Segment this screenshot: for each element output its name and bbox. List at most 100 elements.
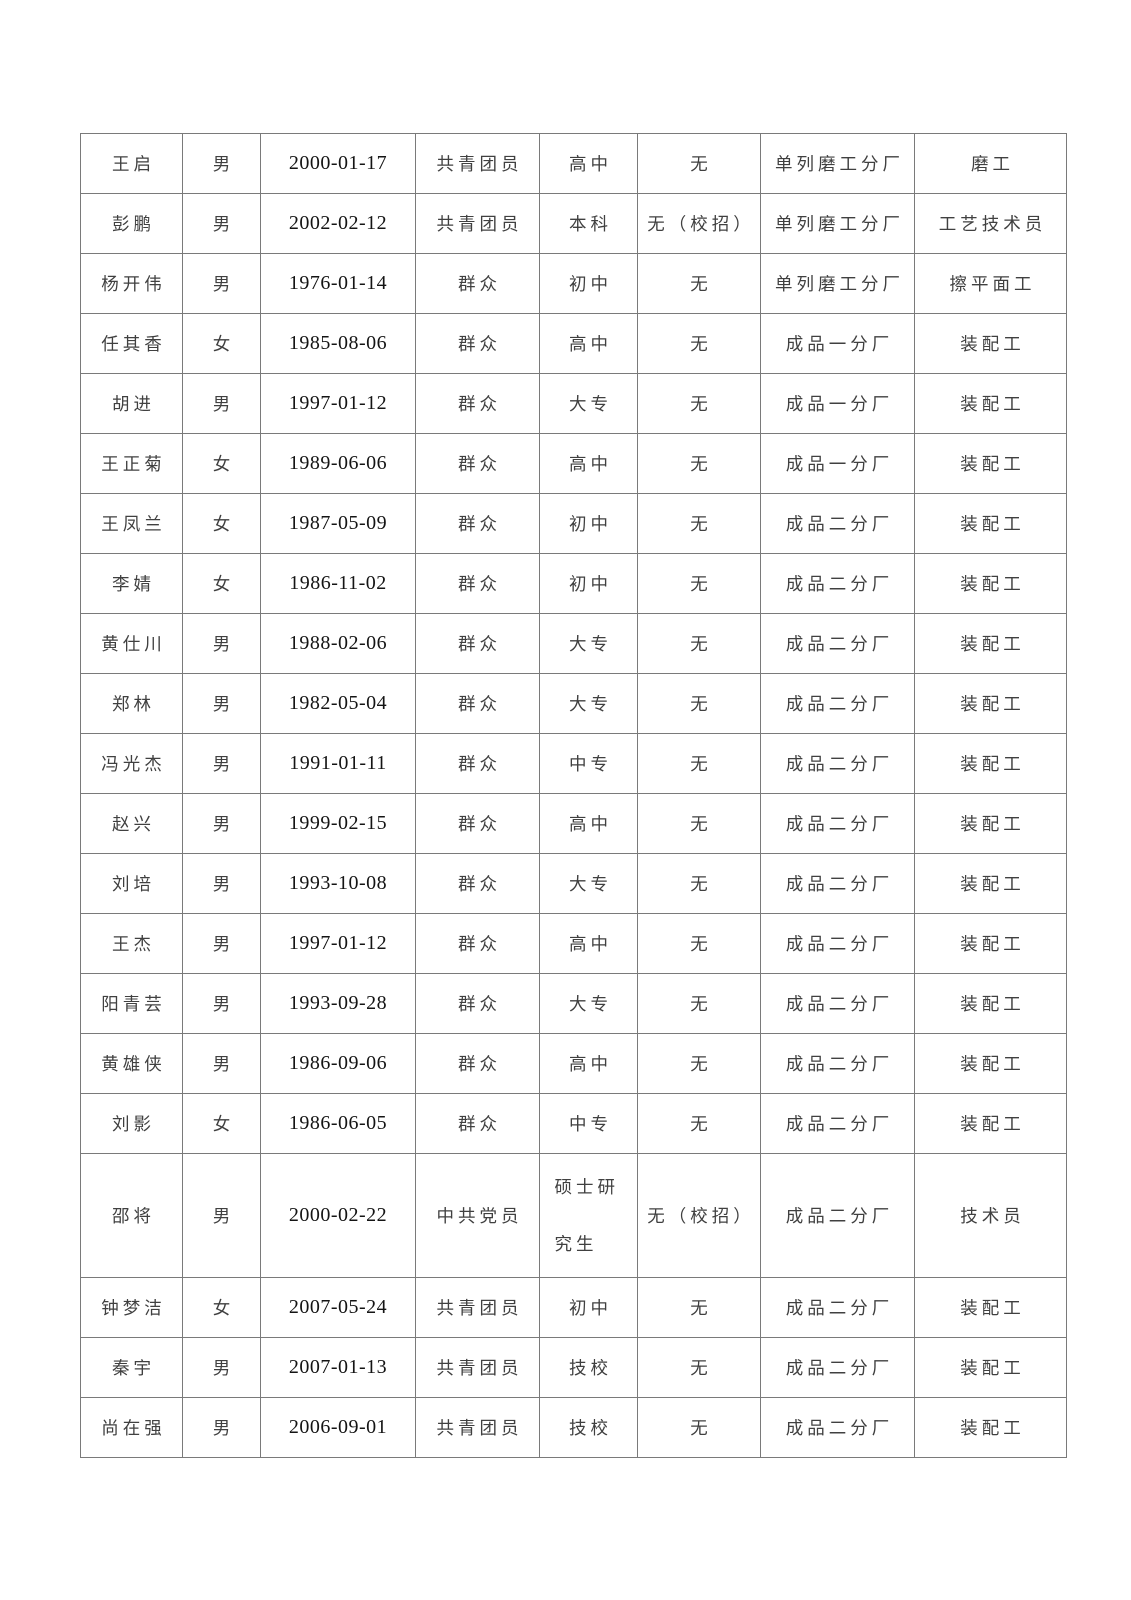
education-wrapped-text: 硕士研究生 <box>554 1176 619 1254</box>
cell-position: 装配工 <box>914 973 1067 1034</box>
cell-birth_date: 1993-09-28 <box>260 973 416 1034</box>
cell-recruit_note: 无（校招） <box>637 193 761 254</box>
cell-political_status: 群众 <box>415 673 540 734</box>
cell-political_status: 群众 <box>415 433 540 494</box>
cell-gender: 男 <box>182 793 261 854</box>
cell-birth_date: 1991-01-11 <box>260 733 416 794</box>
cell-recruit_note: 无 <box>637 553 761 614</box>
cell-gender: 女 <box>182 313 261 374</box>
cell-education: 初中 <box>539 253 638 314</box>
cell-gender: 女 <box>182 1093 261 1154</box>
cell-political_status: 群众 <box>415 973 540 1034</box>
cell-position: 装配工 <box>914 733 1067 794</box>
cell-political_status: 中共党员 <box>415 1153 540 1278</box>
table-row: 钟梦洁女 2007-05-24 共青团员 初中无成品二分厂 装配工 <box>80 1277 1067 1338</box>
cell-education: 技校 <box>539 1397 638 1458</box>
cell-political_status: 群众 <box>415 553 540 614</box>
cell-gender: 女 <box>182 493 261 554</box>
cell-gender: 男 <box>182 193 261 254</box>
cell-department: 成品一分厂 <box>760 433 915 494</box>
cell-birth_date: 1982-05-04 <box>260 673 416 734</box>
cell-name: 刘培 <box>80 853 183 914</box>
cell-birth_date: 1976-01-14 <box>260 253 416 314</box>
cell-education: 硕士研究生 <box>539 1153 638 1278</box>
table-row: 尚在强男 2006-09-01 共青团员 技校无成品二分厂 装配工 <box>80 1397 1067 1458</box>
cell-education: 高中 <box>539 1033 638 1094</box>
cell-recruit_note: 无 <box>637 673 761 734</box>
cell-position: 装配工 <box>914 493 1067 554</box>
cell-political_status: 共青团员 <box>415 1397 540 1458</box>
cell-gender: 男 <box>182 1033 261 1094</box>
personnel-table-body: 王启男 2000-01-17 共青团员 高中无单列磨工分厂 磨工 彭鹏男 2002-02-1… <box>80 133 1067 1458</box>
cell-birth_date: 1986-11-02 <box>260 553 416 614</box>
cell-recruit_note: 无 <box>637 133 761 194</box>
cell-political_status: 群众 <box>415 313 540 374</box>
table-row: 王杰男 1997-01-12 群众 高中无成品二分厂 装配工 <box>80 913 1067 974</box>
cell-political_status: 群众 <box>415 853 540 914</box>
cell-department: 成品二分厂 <box>760 553 915 614</box>
cell-position: 装配工 <box>914 1033 1067 1094</box>
table-row: 秦宇男 2007-01-13 共青团员 技校无成品二分厂 装配工 <box>80 1337 1067 1398</box>
cell-political_status: 群众 <box>415 253 540 314</box>
cell-name: 邵将 <box>80 1153 183 1278</box>
table-row: 冯光杰男 1991-01-11 群众 中专无成品二分厂 装配工 <box>80 733 1067 794</box>
cell-position: 装配工 <box>914 1093 1067 1154</box>
cell-birth_date: 2007-01-13 <box>260 1337 416 1398</box>
cell-political_status: 群众 <box>415 1093 540 1154</box>
cell-gender: 男 <box>182 973 261 1034</box>
cell-name: 王正菊 <box>80 433 183 494</box>
cell-recruit_note: 无 <box>637 433 761 494</box>
cell-name: 胡进 <box>80 373 183 434</box>
cell-department: 成品二分厂 <box>760 613 915 674</box>
cell-department: 单列磨工分厂 <box>760 133 915 194</box>
table-row: 胡进男 1997-01-12 群众 大专无成品一分厂 装配工 <box>80 373 1067 434</box>
cell-position: 装配工 <box>914 433 1067 494</box>
cell-name: 黄雄侠 <box>80 1033 183 1094</box>
cell-position: 装配工 <box>914 1337 1067 1398</box>
cell-name: 彭鹏 <box>80 193 183 254</box>
cell-name: 任其香 <box>80 313 183 374</box>
cell-education: 高中 <box>539 913 638 974</box>
cell-gender: 男 <box>182 1337 261 1398</box>
cell-education: 大专 <box>539 973 638 1034</box>
table-row: 阳青芸男 1993-09-28 群众 大专无成品二分厂 装配工 <box>80 973 1067 1034</box>
cell-position: 装配工 <box>914 613 1067 674</box>
cell-recruit_note: 无 <box>637 913 761 974</box>
table-row: 彭鹏男 2002-02-12 共青团员 本科 无（校招） 单列磨工分厂 工艺技术员 <box>80 193 1067 254</box>
table-row: 刘培男 1993-10-08 群众 大专无成品二分厂 装配工 <box>80 853 1067 914</box>
cell-birth_date: 1993-10-08 <box>260 853 416 914</box>
cell-position: 装配工 <box>914 673 1067 734</box>
cell-department: 成品二分厂 <box>760 1397 915 1458</box>
cell-birth_date: 1989-06-06 <box>260 433 416 494</box>
cell-name: 王凤兰 <box>80 493 183 554</box>
cell-birth_date: 1999-02-15 <box>260 793 416 854</box>
cell-education: 中专 <box>539 1093 638 1154</box>
cell-birth_date: 1987-05-09 <box>260 493 416 554</box>
cell-education: 高中 <box>539 133 638 194</box>
cell-department: 成品二分厂 <box>760 1093 915 1154</box>
cell-recruit_note: 无 <box>637 493 761 554</box>
cell-gender: 男 <box>182 133 261 194</box>
cell-position: 装配工 <box>914 1397 1067 1458</box>
cell-department: 成品二分厂 <box>760 1033 915 1094</box>
cell-gender: 男 <box>182 1397 261 1458</box>
cell-recruit_note: 无 <box>637 253 761 314</box>
cell-name: 阳青芸 <box>80 973 183 1034</box>
cell-birth_date: 1997-01-12 <box>260 373 416 434</box>
cell-education: 中专 <box>539 733 638 794</box>
cell-recruit_note: 无 <box>637 313 761 374</box>
cell-recruit_note: 无 <box>637 613 761 674</box>
cell-political_status: 共青团员 <box>415 1277 540 1338</box>
cell-department: 成品一分厂 <box>760 313 915 374</box>
cell-political_status: 群众 <box>415 613 540 674</box>
cell-education: 大专 <box>539 613 638 674</box>
cell-gender: 男 <box>182 733 261 794</box>
table-row: 王正菊女 1989-06-06 群众 高中无成品一分厂 装配工 <box>80 433 1067 494</box>
cell-gender: 男 <box>182 853 261 914</box>
cell-recruit_note: 无 <box>637 1033 761 1094</box>
cell-recruit_note: 无 <box>637 793 761 854</box>
cell-birth_date: 2002-02-12 <box>260 193 416 254</box>
table-row: 任其香女 1985-08-06 群众 高中无成品一分厂 装配工 <box>80 313 1067 374</box>
cell-gender: 男 <box>182 1153 261 1278</box>
